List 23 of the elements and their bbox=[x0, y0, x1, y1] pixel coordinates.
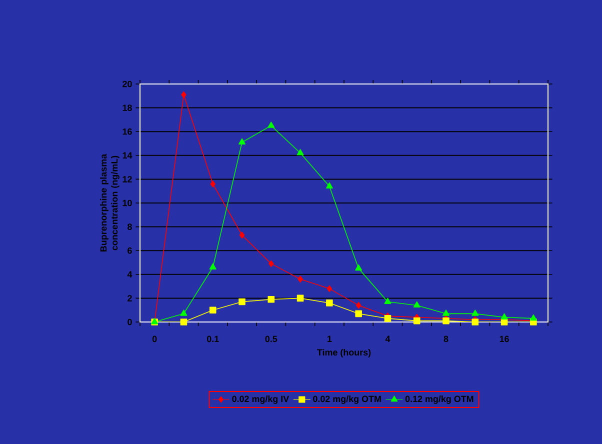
y-tick-label: 18 bbox=[122, 104, 132, 111]
y-tick-label: 14 bbox=[122, 152, 132, 158]
x-tick-label: 0.5 bbox=[265, 336, 278, 342]
y-tick-label: 0 bbox=[128, 318, 132, 326]
y-tick-label: 20 bbox=[122, 80, 132, 88]
y-tick-label: 16 bbox=[122, 128, 132, 135]
legend-label: 0.02 mg/kg IV bbox=[232, 396, 290, 404]
x-axis-title: Time (hours) bbox=[317, 348, 371, 358]
x-tick-label: 1 bbox=[328, 336, 332, 342]
x-tick-label: 0 bbox=[152, 336, 157, 342]
y-tick-label: 6 bbox=[128, 247, 132, 254]
legend-label: 0.02 mg/kg OTM bbox=[313, 396, 381, 404]
y-tick-label: 8 bbox=[128, 224, 132, 230]
y-axis-title: Buprenorphine plasma concentration (ng/mL) bbox=[100, 154, 120, 252]
x-tick-label: 8 bbox=[444, 336, 448, 342]
x-tick-label: 16 bbox=[500, 336, 509, 342]
y-tick-label: 12 bbox=[122, 176, 132, 182]
y-tick-label: 10 bbox=[122, 200, 132, 206]
y-tick-label: 2 bbox=[128, 295, 132, 302]
legend-label: 0.12 mg/kg OTM bbox=[405, 396, 474, 404]
y-tick-label: 4 bbox=[127, 271, 132, 278]
x-tick-label: 4 bbox=[385, 336, 390, 342]
x-tick-label: 0.1 bbox=[206, 336, 219, 342]
